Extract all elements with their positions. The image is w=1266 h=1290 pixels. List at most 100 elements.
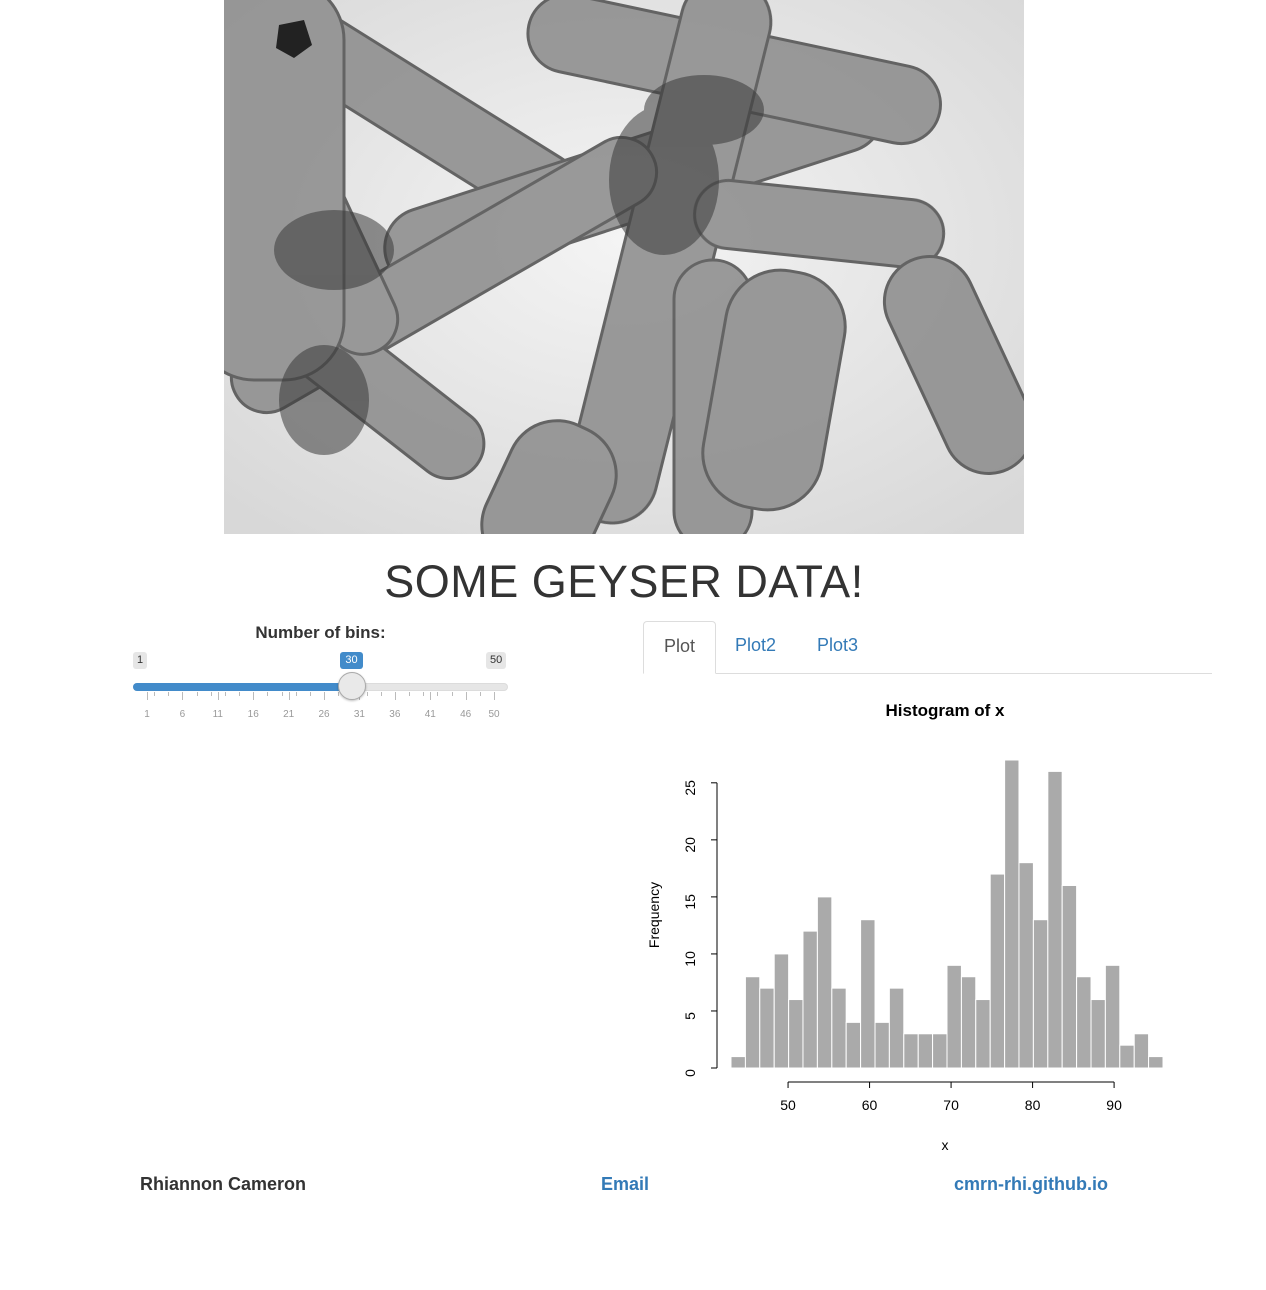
y-tick-label: 10 bbox=[682, 951, 698, 967]
histogram-bar bbox=[1076, 976, 1092, 1069]
histogram-bar bbox=[1047, 770, 1063, 1069]
histogram-bar bbox=[903, 1033, 919, 1069]
slider-tick bbox=[253, 692, 255, 700]
slider-label: Number of bins: bbox=[255, 623, 386, 642]
slider-tick bbox=[147, 692, 148, 700]
histogram-bar bbox=[874, 1021, 890, 1069]
chart-ylabel: Frequency bbox=[646, 882, 662, 948]
slider-tick bbox=[338, 692, 340, 696]
tab-plot[interactable]: Plot bbox=[643, 621, 717, 674]
x-tick-label: 80 bbox=[1025, 1097, 1041, 1113]
slider-tick-label: 1 bbox=[144, 709, 150, 720]
y-tick-label: 15 bbox=[682, 894, 698, 910]
histogram-bar bbox=[773, 953, 790, 1069]
histogram-bar bbox=[946, 964, 962, 1069]
histogram-bar bbox=[1004, 759, 1020, 1069]
histogram-bar bbox=[759, 987, 775, 1069]
histogram-bar bbox=[860, 919, 876, 1069]
slider-tick bbox=[479, 692, 481, 696]
x-tick-label: 90 bbox=[1106, 1097, 1122, 1113]
histogram-bar bbox=[788, 999, 804, 1069]
slider-tick bbox=[451, 692, 453, 696]
histogram-bar bbox=[888, 987, 905, 1069]
histogram-bar bbox=[831, 987, 847, 1069]
chart-xlabel: x bbox=[942, 1137, 949, 1153]
slider-tick-label: 16 bbox=[247, 709, 259, 720]
histogram-bar bbox=[845, 1021, 862, 1069]
slider-tick bbox=[182, 692, 184, 700]
slider-tick-label: 36 bbox=[389, 709, 401, 720]
slider-tick-label: 6 bbox=[179, 709, 186, 720]
y-tick-label: 25 bbox=[682, 780, 698, 796]
y-tick-label: 20 bbox=[682, 837, 698, 853]
histogram-bar bbox=[917, 1033, 934, 1069]
histogram-bar bbox=[932, 1033, 948, 1069]
histogram-bar bbox=[744, 976, 761, 1069]
histogram-bar bbox=[975, 999, 991, 1069]
email-link[interactable]: Email bbox=[601, 1174, 650, 1194]
slider-value-label: 30 bbox=[340, 652, 363, 669]
website-link[interactable]: cmrn-rhi.github.io bbox=[954, 1174, 1108, 1194]
slider-tick-label: 11 bbox=[212, 709, 224, 720]
slider-tick bbox=[366, 692, 368, 696]
slider-tick bbox=[196, 692, 198, 696]
slider-tick bbox=[217, 692, 219, 700]
slider-tick bbox=[409, 692, 411, 696]
slider-tick bbox=[288, 692, 290, 700]
slider-tick bbox=[281, 692, 283, 696]
slider-tick bbox=[295, 692, 297, 696]
slider-tick bbox=[168, 692, 170, 696]
tab-plot2[interactable]: Plot2 bbox=[735, 635, 777, 655]
histogram-bar bbox=[1133, 1033, 1150, 1069]
histogram-bar bbox=[802, 930, 818, 1069]
slider-tick bbox=[465, 692, 467, 700]
slider-tick bbox=[430, 692, 432, 700]
slider-tick-label: 41 bbox=[424, 709, 436, 720]
x-tick-label: 50 bbox=[780, 1097, 796, 1113]
slider-tick bbox=[309, 692, 311, 696]
histogram-bar bbox=[1119, 1044, 1135, 1069]
slider-fill bbox=[133, 683, 353, 691]
slider-tick-label: 46 bbox=[460, 709, 472, 720]
slider-tick bbox=[154, 692, 156, 696]
histogram-bar bbox=[960, 976, 977, 1069]
slider-tick bbox=[494, 692, 495, 700]
banner-image bbox=[224, 0, 1024, 534]
y-tick-label: 5 bbox=[682, 1012, 698, 1020]
slider-tick bbox=[437, 692, 439, 696]
histogram-bar bbox=[989, 873, 1006, 1069]
histogram-bar bbox=[1032, 919, 1049, 1069]
author-name: Rhiannon Cameron bbox=[140, 1174, 307, 1194]
slider-tick-label: 31 bbox=[353, 709, 365, 720]
histogram-bar bbox=[730, 1056, 746, 1069]
slider-tick bbox=[394, 692, 396, 700]
slider-tick bbox=[324, 692, 326, 700]
histogram-plot: Histogram of x Frequency x 50 60 70 80 90 0 5 1… bbox=[643, 690, 1248, 1160]
histogram-bar bbox=[1104, 964, 1121, 1069]
slider-tick bbox=[267, 692, 269, 696]
y-tick-label: 0 bbox=[682, 1069, 698, 1077]
slider-ticks: 1 6 11 16 21 26 31 36 41 46 50 bbox=[133, 692, 508, 722]
histogram-bar bbox=[1018, 862, 1034, 1069]
slider-tick bbox=[423, 692, 425, 696]
slider-tick bbox=[210, 692, 212, 696]
x-tick-label: 60 bbox=[862, 1097, 878, 1113]
slider-tick bbox=[380, 692, 382, 696]
slider-handle[interactable] bbox=[338, 672, 367, 700]
histogram-bar bbox=[816, 896, 833, 1069]
x-tick-label: 70 bbox=[943, 1097, 959, 1113]
histogram-bar bbox=[1061, 884, 1078, 1069]
slider-max-label: 50 bbox=[486, 652, 507, 669]
slider-min-label: 1 bbox=[133, 652, 148, 669]
slider-tick-label: 50 bbox=[488, 709, 500, 720]
slider-tick-label: 26 bbox=[318, 709, 330, 720]
slider-tick bbox=[224, 692, 226, 696]
histogram-bar bbox=[1148, 1056, 1164, 1069]
slider-tick-label: 21 bbox=[283, 709, 295, 720]
tab-bar: Plot Plot2 Plot3 bbox=[643, 621, 1212, 674]
slider-tick bbox=[239, 692, 241, 696]
page-title: SOME GEYSER DATA! bbox=[384, 556, 864, 607]
tab-plot3[interactable]: Plot3 bbox=[817, 635, 859, 655]
histogram-bar bbox=[1090, 999, 1106, 1069]
chart-title: Histogram of x bbox=[885, 701, 1005, 720]
